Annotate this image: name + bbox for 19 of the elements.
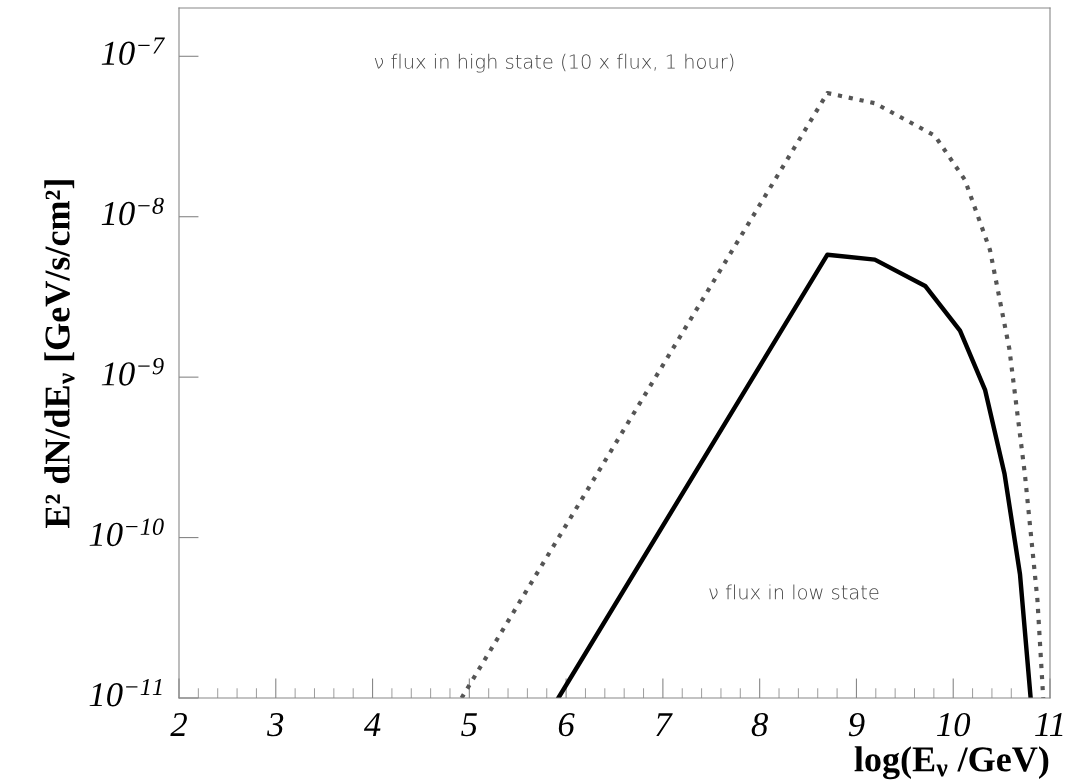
x-tick-label: 2 bbox=[170, 712, 187, 736]
y-tick-label: 10$^{−7}$ bbox=[101, 37, 165, 65]
x-axis-title: log(E$_{ν}$ /GeV) bbox=[854, 746, 1049, 780]
x-tick-label: 8 bbox=[751, 712, 768, 737]
y-tick-label: 10$^{−9}$ bbox=[101, 358, 164, 386]
x-tick-label: 5 bbox=[461, 713, 477, 737]
annotation: ν flux in low state bbox=[709, 584, 879, 600]
x-tick-label: 3 bbox=[267, 712, 284, 737]
x-tick-label: 10 bbox=[937, 712, 971, 737]
y-tick-label: 10$^{−11}$ bbox=[89, 678, 162, 707]
annotation: ν flux in high state (10 x flux, 1 hour) bbox=[374, 53, 734, 73]
y-tick-label: 10$^{−8}$ bbox=[101, 197, 164, 226]
x-tick-label: 7 bbox=[656, 713, 673, 736]
x-tick-label: 4 bbox=[363, 713, 381, 736]
x-tick-label: 9 bbox=[848, 712, 865, 737]
x-tick-label: 6 bbox=[558, 712, 575, 737]
x-tick-label: 11 bbox=[1035, 713, 1063, 736]
y-tick-label: 10$^{−10}$ bbox=[89, 518, 164, 547]
y-axis-title: E² dN/dE$_{ν}$ [GeV/s/cm²] bbox=[44, 180, 75, 529]
